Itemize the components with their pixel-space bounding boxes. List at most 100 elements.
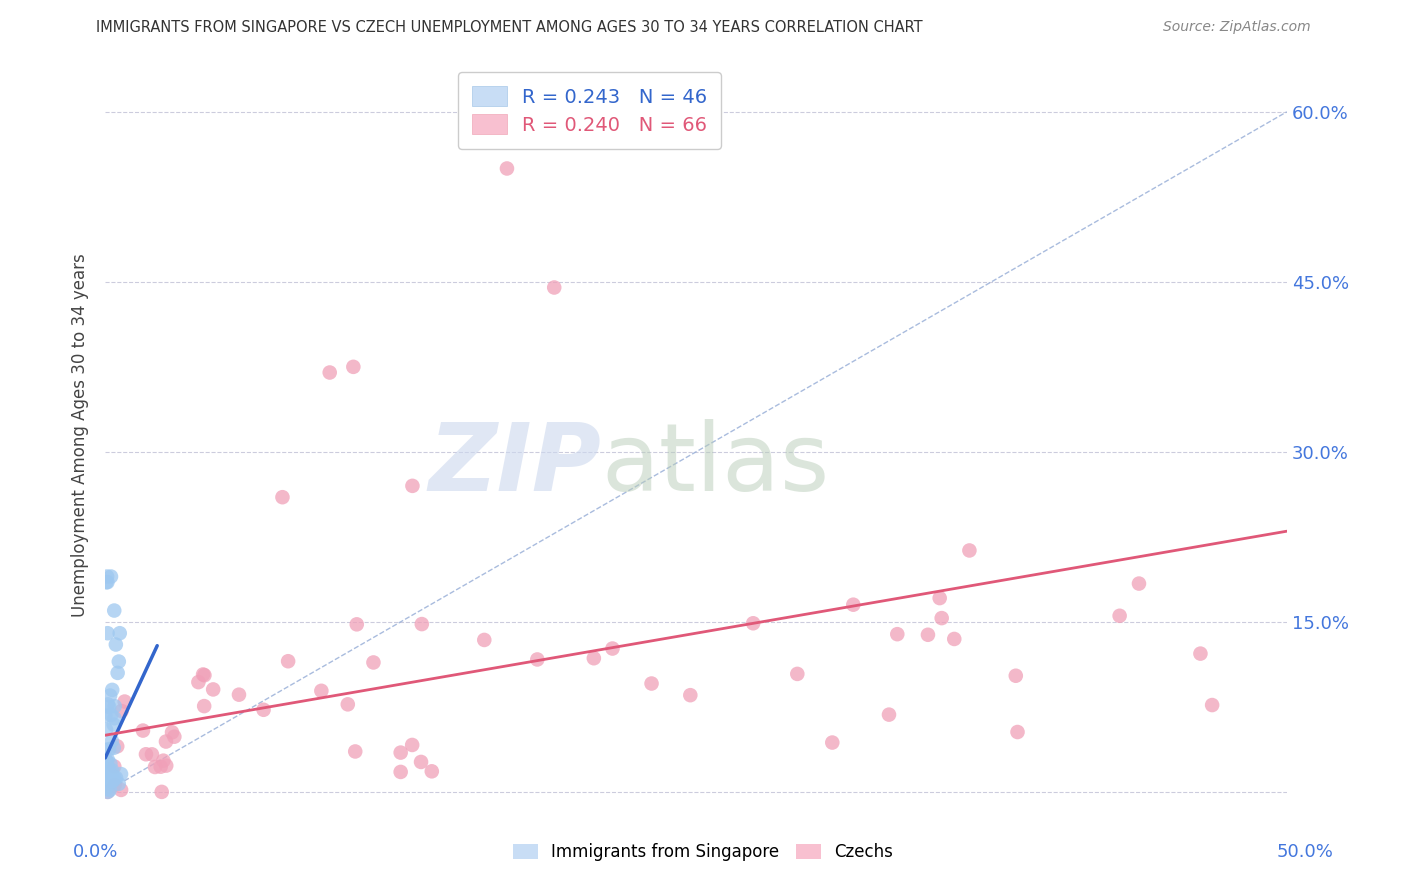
- Point: [96, 569, 118, 583]
- Point: [94, 723, 117, 737]
- Point: [155, 734, 177, 748]
- Point: [96, 575, 118, 590]
- Text: 0.0%: 0.0%: [73, 843, 118, 861]
- Point: [602, 641, 624, 656]
- Point: [389, 764, 412, 779]
- Point: [96, 575, 118, 590]
- Point: [202, 682, 225, 697]
- Point: [100, 756, 122, 771]
- Point: [97, 772, 120, 787]
- Point: [346, 617, 368, 632]
- Point: [1189, 647, 1212, 661]
- Point: [94, 743, 117, 757]
- Point: [104, 638, 127, 652]
- Point: [363, 656, 385, 670]
- Point: [228, 688, 250, 702]
- Point: [96, 754, 118, 768]
- Legend: Immigrants from Singapore, Czechs: Immigrants from Singapore, Czechs: [506, 837, 900, 868]
- Point: [420, 764, 443, 779]
- Point: [526, 652, 548, 666]
- Point: [105, 771, 128, 785]
- Point: [344, 744, 367, 758]
- Point: [108, 655, 131, 669]
- Point: [100, 708, 122, 723]
- Point: [110, 783, 132, 797]
- Point: [94, 771, 117, 785]
- Point: [957, 543, 980, 558]
- Point: [582, 651, 605, 665]
- Point: [252, 703, 274, 717]
- Text: IMMIGRANTS FROM SINGAPORE VS CZECH UNEMPLOYMENT AMONG AGES 30 TO 34 YEARS CORREL: IMMIGRANTS FROM SINGAPORE VS CZECH UNEMP…: [96, 20, 922, 35]
- Point: [1004, 669, 1026, 683]
- Point: [101, 764, 124, 778]
- Point: [103, 772, 125, 787]
- Point: [96, 761, 118, 775]
- Point: [104, 699, 127, 714]
- Point: [409, 755, 432, 769]
- Point: [191, 667, 214, 681]
- Point: [943, 632, 966, 646]
- Point: [821, 735, 844, 749]
- Point: [101, 734, 124, 748]
- Point: [786, 666, 808, 681]
- Point: [101, 774, 124, 789]
- Point: [193, 668, 215, 682]
- Point: [187, 675, 209, 690]
- Point: [98, 699, 121, 714]
- Point: [143, 760, 166, 774]
- Point: [886, 627, 908, 641]
- Y-axis label: Unemployment Among Ages 30 to 34 years: Unemployment Among Ages 30 to 34 years: [72, 253, 89, 616]
- Point: [110, 767, 132, 781]
- Point: [94, 708, 117, 723]
- Point: [1108, 608, 1130, 623]
- Point: [94, 754, 117, 768]
- Point: [97, 760, 120, 774]
- Point: [105, 739, 128, 754]
- Point: [271, 490, 294, 504]
- Point: [472, 632, 495, 647]
- Point: [98, 742, 121, 756]
- Point: [931, 611, 953, 625]
- Point: [110, 704, 132, 718]
- Point: [94, 781, 117, 796]
- Point: [679, 688, 702, 702]
- Point: [277, 654, 299, 668]
- Point: [103, 771, 125, 785]
- Legend: R = 0.243   N = 46, R = 0.240   N = 66: R = 0.243 N = 46, R = 0.240 N = 66: [458, 72, 721, 148]
- Point: [401, 738, 423, 752]
- Point: [103, 711, 125, 725]
- Point: [97, 771, 120, 785]
- Point: [411, 617, 433, 632]
- Text: 50.0%: 50.0%: [1277, 843, 1333, 861]
- Point: [100, 569, 122, 583]
- Point: [917, 628, 939, 642]
- Point: [97, 785, 120, 799]
- Point: [101, 682, 124, 697]
- Point: [103, 717, 125, 731]
- Point: [543, 280, 565, 294]
- Point: [928, 591, 950, 606]
- Point: [107, 777, 129, 791]
- Point: [160, 725, 183, 739]
- Point: [150, 785, 173, 799]
- Point: [96, 761, 118, 775]
- Point: [311, 683, 333, 698]
- Point: [319, 366, 342, 380]
- Point: [1201, 698, 1223, 712]
- Point: [842, 598, 865, 612]
- Point: [877, 707, 900, 722]
- Point: [98, 689, 121, 703]
- Point: [97, 698, 120, 712]
- Point: [135, 747, 157, 762]
- Point: [104, 778, 127, 792]
- Point: [152, 754, 174, 768]
- Point: [98, 783, 121, 797]
- Point: [107, 665, 129, 680]
- Point: [742, 616, 765, 631]
- Point: [114, 694, 136, 708]
- Point: [141, 747, 163, 762]
- Point: [108, 626, 131, 640]
- Text: Source: ZipAtlas.com: Source: ZipAtlas.com: [1163, 20, 1310, 34]
- Point: [97, 752, 120, 766]
- Point: [103, 740, 125, 755]
